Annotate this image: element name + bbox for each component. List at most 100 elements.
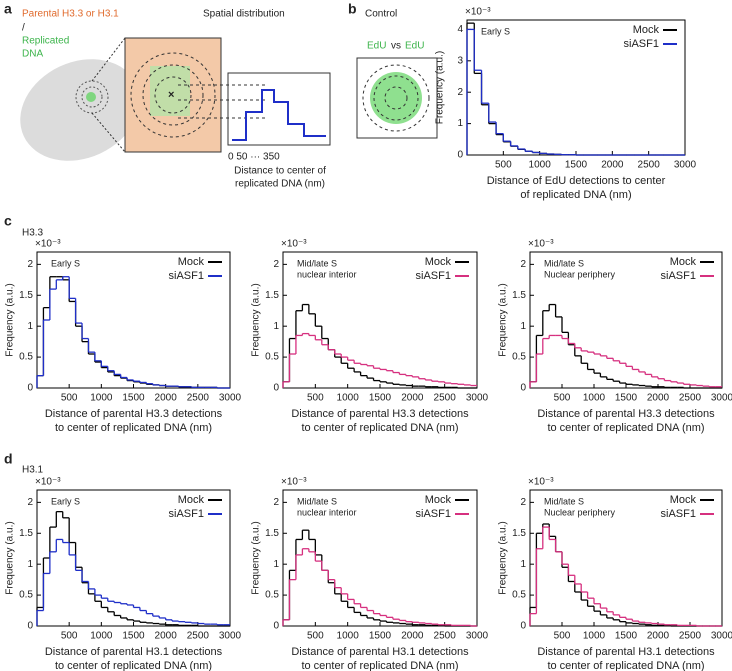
y-tick-label: 2 xyxy=(27,259,33,270)
annotation: Nuclear periphery xyxy=(544,269,616,279)
x-tick-label: 1500 xyxy=(122,393,145,404)
panel-letter: d xyxy=(4,451,13,467)
y-tick-label: 1.5 xyxy=(512,528,526,539)
x-tick-label: 2000 xyxy=(401,393,424,404)
x-tick-label: 2500 xyxy=(679,631,702,642)
y-tick-label: 1.5 xyxy=(512,290,526,301)
y-scale-label: ×10⁻³ xyxy=(465,7,491,18)
annotation: Mid/late S xyxy=(297,496,337,506)
x-axis-label: to center of replicated DNA (nm) xyxy=(301,422,458,434)
row-label: H3.1 xyxy=(22,465,44,476)
legend-label: Mock xyxy=(670,256,697,268)
annotation: Early S xyxy=(51,496,80,506)
y-scale-label: ×10⁻³ xyxy=(281,477,307,488)
edu-vs: vs xyxy=(391,41,401,52)
legend-replicated: DNA xyxy=(22,49,43,60)
x-tick-label: 1500 xyxy=(615,631,638,642)
y-tick-label: 1 xyxy=(27,321,33,332)
inset-axis-ticks: 0 50 ··· 350 xyxy=(228,152,280,163)
x-axis-label: Distance of parental H3.1 detections xyxy=(291,646,469,658)
y-tick-label: 3 xyxy=(457,55,463,66)
y-tick-label: 2 xyxy=(520,259,526,270)
x-axis-label: Distance of parental H3.1 detections xyxy=(537,646,715,658)
annotation: nuclear interior xyxy=(297,269,357,279)
y-tick-label: 0.5 xyxy=(512,590,526,601)
x-axis-label: to center of replicated DNA (nm) xyxy=(547,660,704,671)
x-tick-label: 500 xyxy=(495,160,512,171)
x-tick-label: 3000 xyxy=(219,631,242,642)
y-tick-label: 0 xyxy=(520,621,526,632)
x-tick-label: 3000 xyxy=(219,393,242,404)
y-tick-label: 0.5 xyxy=(265,352,279,363)
y-tick-label: 0 xyxy=(457,150,463,161)
panel-letter: c xyxy=(4,213,12,229)
y-tick-label: 0.5 xyxy=(19,590,33,601)
y-scale-label: ×10⁻³ xyxy=(528,239,554,250)
edu-label: EdU xyxy=(367,41,386,52)
y-scale-label: ×10⁻³ xyxy=(35,477,61,488)
x-tick-label: 2000 xyxy=(155,393,178,404)
y-tick-label: 2 xyxy=(273,497,279,508)
x-axis-label: to center of replicated DNA (nm) xyxy=(301,660,458,671)
y-tick-label: 0 xyxy=(27,621,33,632)
y-tick-label: 0 xyxy=(273,621,279,632)
x-tick-label: 2500 xyxy=(187,631,210,642)
legend-label: siASF1 xyxy=(416,508,451,520)
x-tick-label: 2500 xyxy=(434,631,457,642)
legend-label: Mock xyxy=(178,256,205,268)
y-tick-label: 0.5 xyxy=(19,352,33,363)
y-tick-label: 1 xyxy=(273,321,279,332)
y-tick-label: 2 xyxy=(273,259,279,270)
x-tick-label: 1000 xyxy=(583,393,606,404)
legend-label: Mock xyxy=(633,24,660,36)
y-axis-label: Frequency (a.u.) xyxy=(498,283,509,356)
x-tick-label: 1000 xyxy=(90,631,113,642)
y-tick-label: 2 xyxy=(27,497,33,508)
x-tick-label: 1500 xyxy=(369,393,392,404)
legend-label: siASF1 xyxy=(624,38,659,50)
x-tick-label: 2500 xyxy=(638,160,661,171)
x-tick-label: 1500 xyxy=(369,631,392,642)
legend-replicated: Replicated xyxy=(22,36,69,47)
x-axis-label: of replicated DNA (nm) xyxy=(520,189,631,201)
y-tick-label: 4 xyxy=(457,24,463,35)
y-tick-label: 0.5 xyxy=(512,352,526,363)
annotation: Mid/late S xyxy=(544,258,584,268)
legend-label: siASF1 xyxy=(416,270,451,282)
x-tick-label: 500 xyxy=(307,631,324,642)
x-tick-label: 2000 xyxy=(401,631,424,642)
legend-label: Mock xyxy=(178,494,205,506)
x-axis-label: to center of replicated DNA (nm) xyxy=(547,422,704,434)
y-tick-label: 1 xyxy=(520,559,526,570)
x-tick-label: 1500 xyxy=(122,631,145,642)
edu-label: EdU xyxy=(405,41,424,52)
y-tick-label: 1.5 xyxy=(19,528,33,539)
legend-label: siASF1 xyxy=(169,508,204,520)
x-tick-label: 2000 xyxy=(647,393,670,404)
annotation: Mid/late S xyxy=(544,496,584,506)
y-axis-label: Frequency (a.u.) xyxy=(5,521,16,594)
x-axis-label: to center of replicated DNA (nm) xyxy=(55,660,212,671)
annotation: Nuclear periphery xyxy=(544,507,616,517)
annotation: nuclear interior xyxy=(297,507,357,517)
x-tick-label: 2500 xyxy=(187,393,210,404)
legend-parental: Parental H3.3 or H3.1 xyxy=(22,9,119,20)
legend-label: Mock xyxy=(425,494,452,506)
y-tick-label: 0 xyxy=(273,383,279,394)
x-axis-label: Distance of parental H3.3 detections xyxy=(45,408,223,420)
y-tick-label: 0.5 xyxy=(265,590,279,601)
nucleus-diagram: × xyxy=(20,37,331,161)
x-tick-label: 3000 xyxy=(466,393,489,404)
x-tick-label: 2000 xyxy=(647,631,670,642)
panel-letter: a xyxy=(4,1,12,17)
legend-label: Mock xyxy=(425,256,452,268)
x-axis-label: Distance of parental H3.3 detections xyxy=(537,408,715,420)
y-axis-label: Frequency (a.u.) xyxy=(498,521,509,594)
y-tick-label: 1.5 xyxy=(265,290,279,301)
x-tick-label: 3000 xyxy=(711,393,732,404)
svg-text:×: × xyxy=(168,89,174,101)
y-tick-label: 1 xyxy=(273,559,279,570)
row-label: H3.3 xyxy=(22,228,44,239)
y-axis-label: Frequency (a.u.) xyxy=(5,283,16,356)
x-tick-label: 1000 xyxy=(337,393,360,404)
